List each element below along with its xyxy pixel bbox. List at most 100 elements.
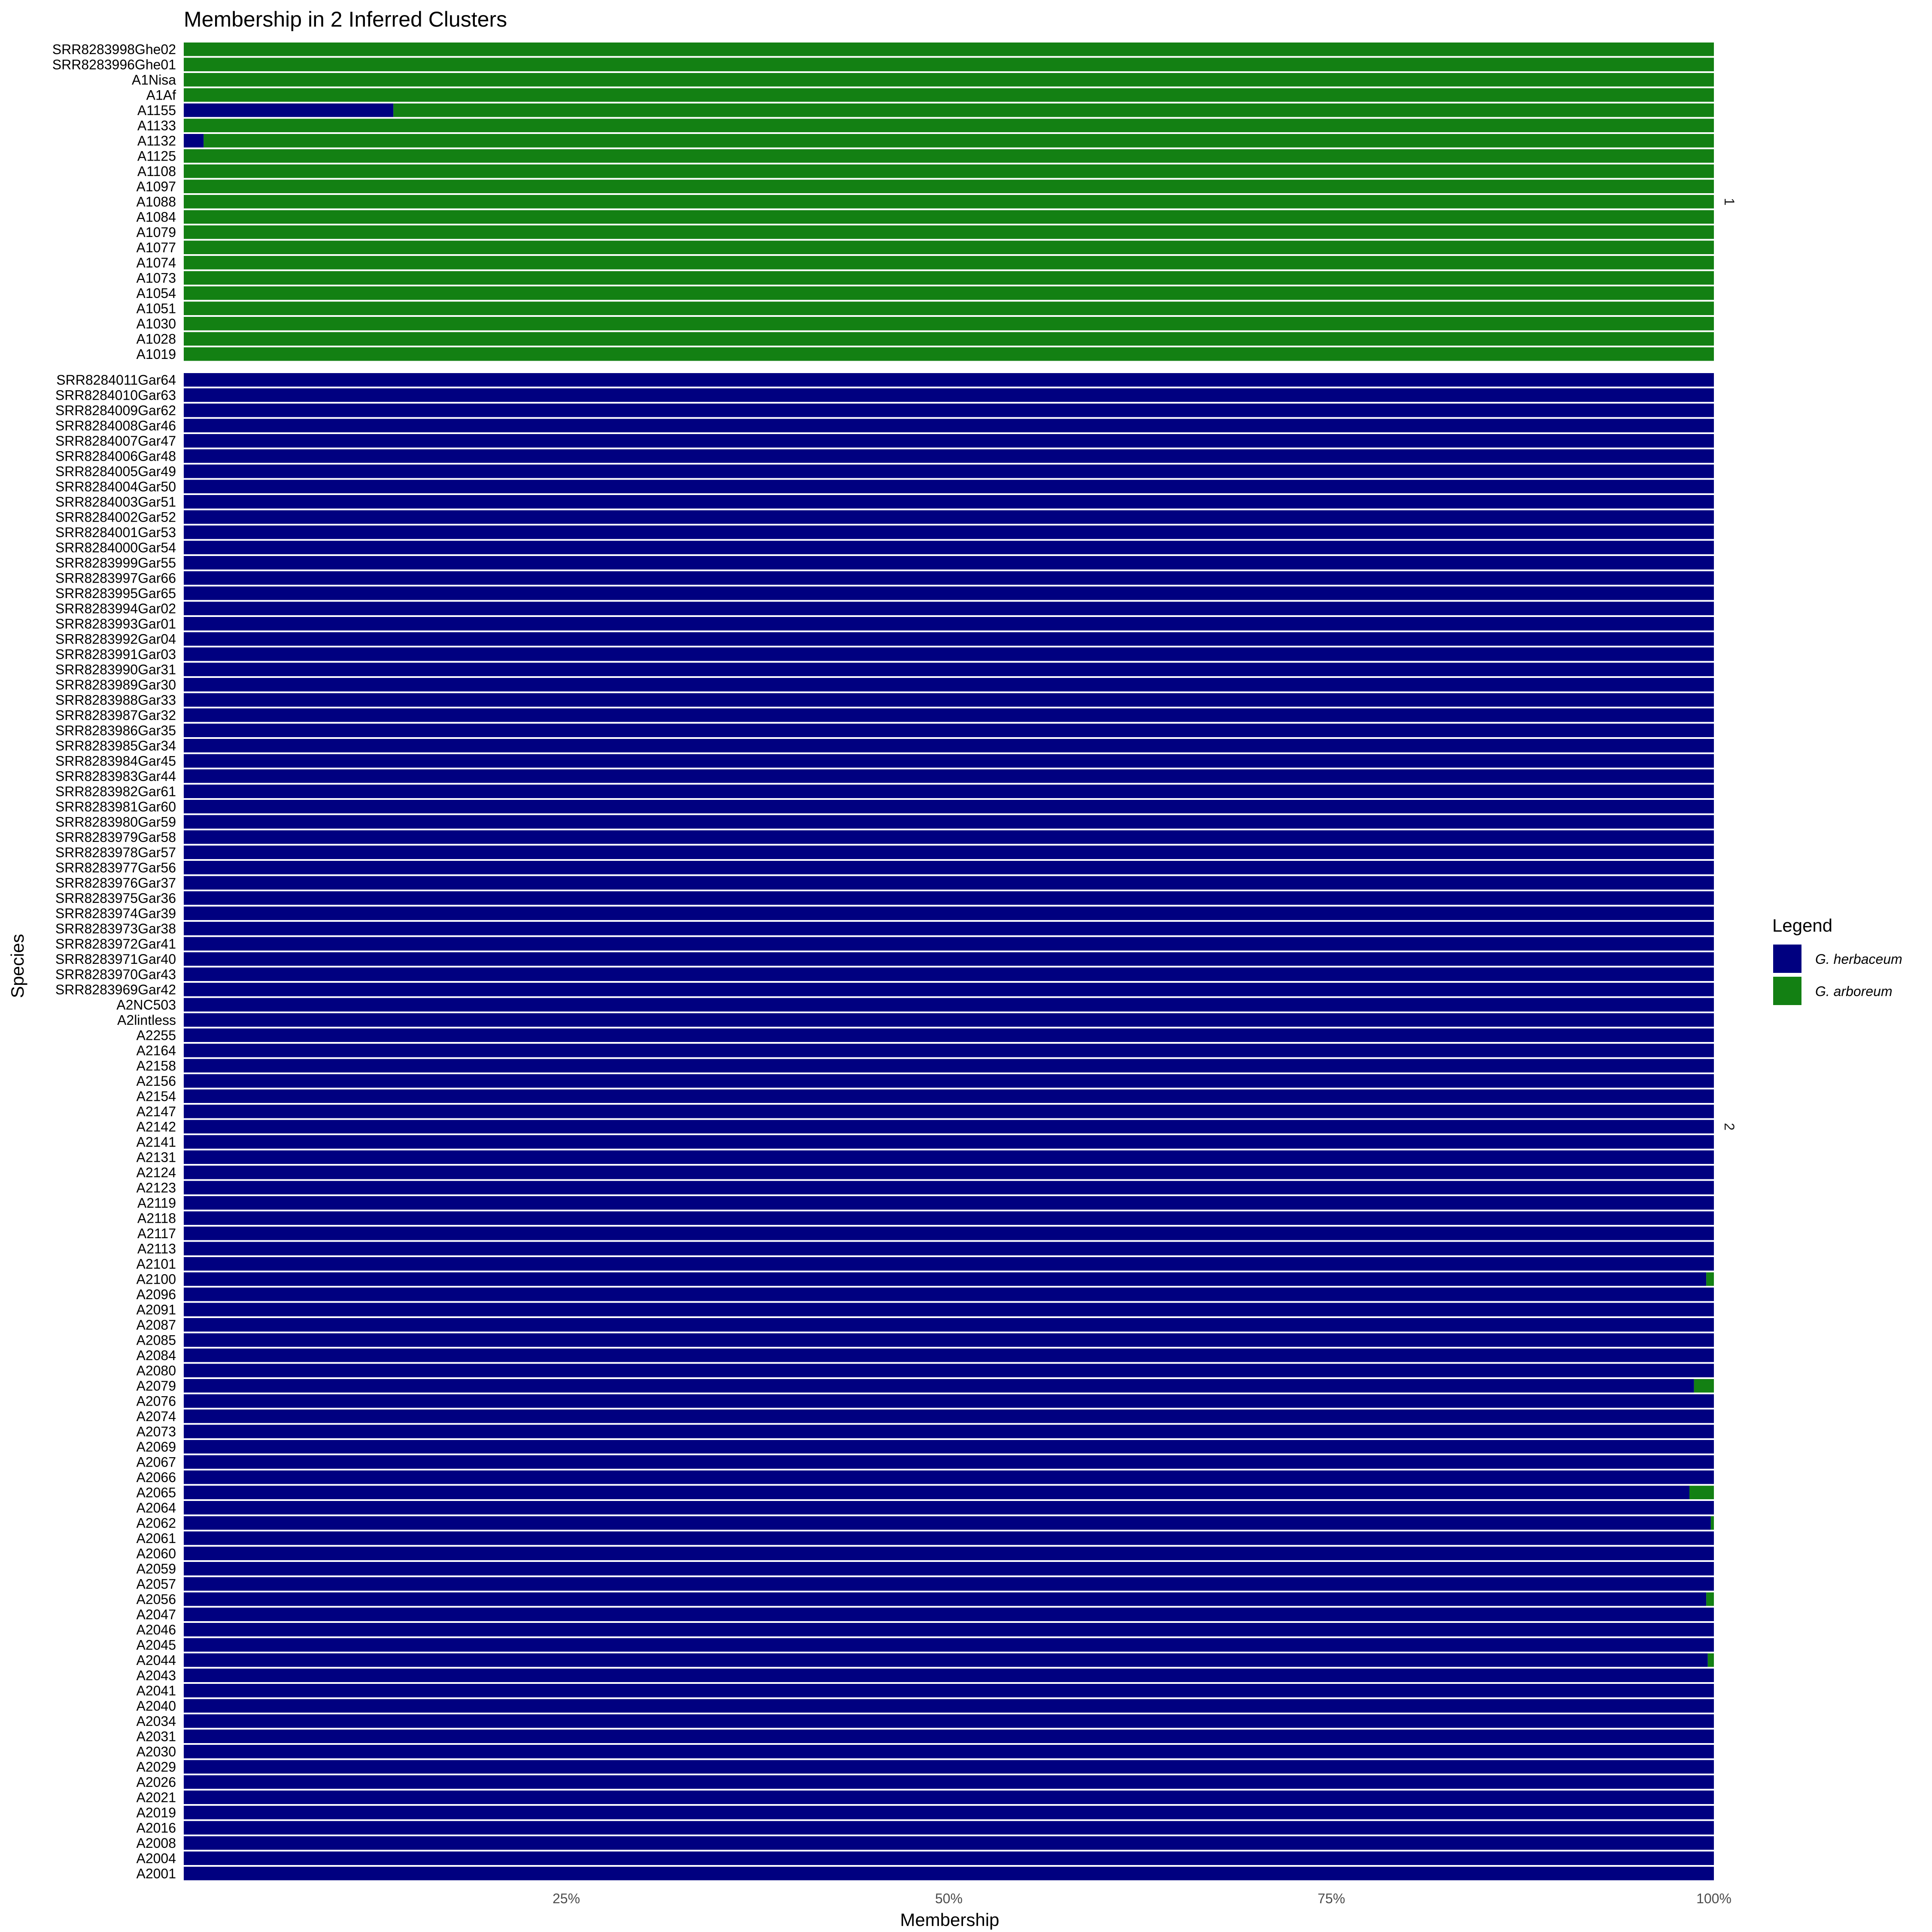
bar-herbaceum-SRR8283980Gar59 — [184, 815, 1714, 829]
y-tick-label: SRR8283991Gar03 — [55, 647, 176, 662]
y-tick-label: A2044 — [136, 1653, 176, 1668]
y-tick-label: SRR8283989Gar30 — [55, 677, 176, 693]
legend: Legend G. herbaceum G. arboreum — [1772, 915, 1902, 1005]
bar-herbaceum-SRR8283974Gar39 — [184, 906, 1714, 920]
y-tick-label: A1108 — [137, 164, 176, 179]
bar-herbaceum-A2045 — [184, 1638, 1714, 1652]
bar-arboreum-A1073 — [184, 271, 1714, 285]
bar-herbaceum-A2118 — [184, 1211, 1714, 1225]
y-tick-label: SRR8283992Gar04 — [55, 631, 176, 647]
legend-swatch-arboreum — [1773, 977, 1801, 1005]
y-tick-label: A2123 — [136, 1180, 176, 1195]
y-tick-label: SRR8283976Gar37 — [55, 875, 176, 890]
bar-herbaceum-SRR8283976Gar37 — [184, 876, 1714, 890]
bar-arboreum-A1079 — [184, 225, 1714, 239]
bar-herbaceum-A1132 — [184, 134, 204, 148]
y-tick-label: A2062 — [136, 1515, 176, 1531]
y-tick-label: A2100 — [136, 1271, 176, 1287]
bar-herbaceum-SRR8283975Gar36 — [184, 891, 1714, 905]
y-tick-label: A2096 — [136, 1287, 176, 1302]
y-tick-label: A2004 — [136, 1850, 176, 1866]
bar-herbaceum-SRR8283992Gar04 — [184, 632, 1714, 646]
y-tick-label: A2117 — [137, 1226, 176, 1241]
bar-arboreum-A1Af — [184, 88, 1714, 102]
y-tick-label: A2142 — [136, 1119, 176, 1134]
bar-herbaceum-SRR8283986Gar35 — [184, 723, 1714, 737]
y-tick-label: A1019 — [136, 346, 176, 362]
y-tick-label: SRR8283981Gar60 — [55, 799, 176, 814]
y-tick-label: A2073 — [136, 1424, 176, 1439]
y-tick-label: A1079 — [136, 225, 176, 240]
bar-herbaceum-A2060 — [184, 1546, 1714, 1560]
bar-herbaceum-A2041 — [184, 1684, 1714, 1698]
bar-arboreum-A1088 — [184, 195, 1714, 209]
y-tick-label: SRR8284011Gar64 — [56, 372, 176, 388]
y-tick-label: SRR8283998Ghe02 — [52, 42, 176, 57]
bar-herbaceum-A2NC503 — [184, 998, 1714, 1012]
bar-arboreum-A2100 — [1706, 1272, 1714, 1286]
y-tick-label: SRR8283984Gar45 — [55, 753, 176, 769]
y-tick-label: A2091 — [136, 1302, 176, 1317]
y-tick-label: SRR8283969Gar42 — [55, 982, 176, 997]
bar-herbaceum-SRR8284004Gar50 — [184, 480, 1714, 493]
y-tick-label: SRR8283996Ghe01 — [52, 57, 176, 72]
bar-arboreum-A1125 — [184, 149, 1714, 163]
bar-herbaceum-A2074 — [184, 1410, 1714, 1423]
bar-herbaceum-A2158 — [184, 1059, 1714, 1072]
bar-herbaceum-SRR8284001Gar53 — [184, 526, 1714, 539]
y-tick-label: A2065 — [136, 1485, 176, 1500]
y-tick-label: A1132 — [137, 133, 176, 149]
bar-herbaceum-SRR8283988Gar33 — [184, 693, 1714, 707]
bar-herbaceum-A2142 — [184, 1120, 1714, 1133]
bar-herbaceum-SRR8283972Gar41 — [184, 937, 1714, 951]
y-tick-label: SRR8284003Gar51 — [55, 494, 176, 510]
y-tick-label: SRR8283978Gar57 — [55, 844, 176, 860]
bar-herbaceum-SRR8283999Gar55 — [184, 556, 1714, 570]
bar-arboreum-A1084 — [184, 210, 1714, 224]
y-tick-label: A2084 — [136, 1348, 176, 1363]
bar-arboreum-A1030 — [184, 317, 1714, 331]
bar-herbaceum-SRR8283987Gar32 — [184, 708, 1714, 722]
y-tick-label: A2156 — [136, 1073, 176, 1089]
y-tick-label: A2061 — [136, 1531, 176, 1546]
y-tick-label: SRR8283987Gar32 — [55, 708, 176, 723]
bar-herbaceum-A2123 — [184, 1181, 1714, 1194]
bar-herbaceum-A2147 — [184, 1105, 1714, 1118]
bar-herbaceum-A2091 — [184, 1303, 1714, 1316]
y-tick-label: A1097 — [136, 179, 176, 194]
y-tick-label: A2164 — [136, 1043, 176, 1058]
bar-herbaceum-SRR8284010Gar63 — [184, 388, 1714, 402]
x-axis-title: Membership — [900, 1910, 999, 1930]
bar-herbaceum-A2lintless — [184, 1013, 1714, 1027]
y-tick-label: SRR8284009Gar62 — [55, 403, 176, 418]
bar-herbaceum-A2124 — [184, 1166, 1714, 1179]
bar-herbaceum-A2064 — [184, 1501, 1714, 1515]
bar-arboreum-A1133 — [184, 118, 1714, 132]
y-tick-label: SRR8284008Gar46 — [55, 418, 176, 433]
x-axis: 25% 50% 75% 100% — [553, 1891, 1732, 1906]
bar-herbaceum-A2044 — [184, 1653, 1708, 1667]
x-tick-label: 100% — [1696, 1891, 1732, 1906]
bar-arboreum-SRR8283998Ghe02 — [184, 43, 1714, 56]
bar-herbaceum-SRR8284009Gar62 — [184, 404, 1714, 417]
y-tick-label: A2031 — [136, 1728, 176, 1744]
bar-herbaceum-A2076 — [184, 1394, 1714, 1408]
y-tick-label: A1028 — [136, 331, 176, 346]
y-tick-label: A2064 — [136, 1500, 176, 1516]
y-tick-label: A2056 — [136, 1592, 176, 1607]
y-tick-label: A1084 — [136, 209, 176, 225]
y-tick-label: SRR8283993Gar01 — [55, 616, 176, 632]
bar-herbaceum-SRR8283994Gar02 — [184, 601, 1714, 615]
y-tick-label: A2255 — [136, 1027, 176, 1043]
y-tick-label: A1030 — [136, 316, 176, 331]
y-tick-label: A2113 — [137, 1241, 176, 1256]
bar-herbaceum-A2047 — [184, 1607, 1714, 1621]
bar-arboreum-A2044 — [1707, 1653, 1714, 1667]
y-tick-label: A2085 — [136, 1332, 176, 1348]
y-tick-label: A2041 — [136, 1683, 176, 1698]
bar-arboreum-A1108 — [184, 164, 1714, 178]
y-tick-label: A2008 — [136, 1835, 176, 1851]
y-tick-label: A2060 — [136, 1546, 176, 1561]
bar-herbaceum-A2043 — [184, 1668, 1714, 1682]
y-tick-label: A2034 — [136, 1713, 176, 1729]
